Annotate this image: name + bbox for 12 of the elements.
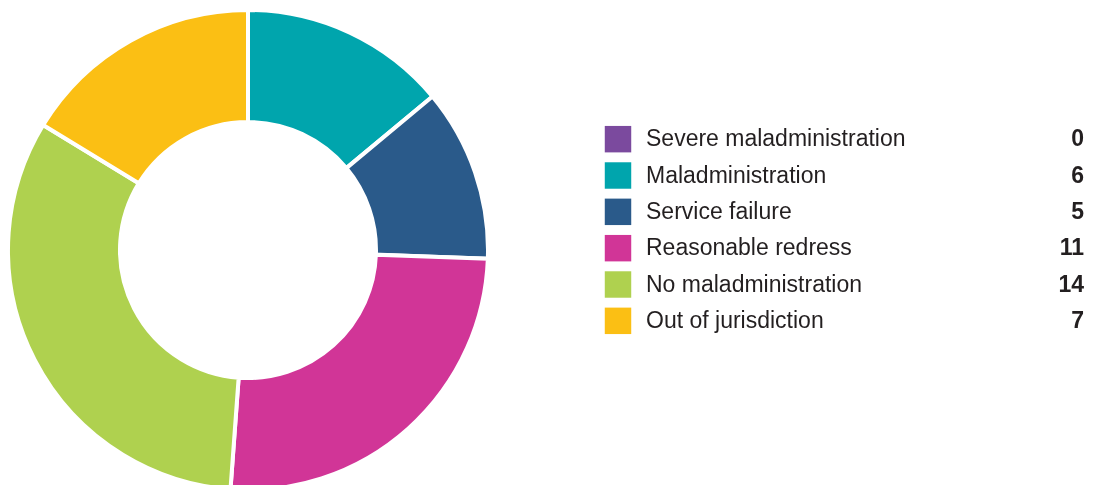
legend-label: Out of jurisdiction [646,306,824,333]
data-label: 14 [1058,270,1085,297]
legend-label: Reasonable redress [646,234,852,261]
legend-label: Severe maladministration [646,125,906,152]
legend-label: No maladministration [646,270,863,297]
text: 0 [1071,125,1084,152]
legend-label: Maladministration [646,161,827,188]
data-label: 7 [1071,306,1084,333]
data-label: 11 [1059,234,1085,261]
legend-label: Service failure [646,197,792,224]
data-label: 5 [1071,197,1085,224]
data-label: 6 [1071,161,1084,188]
